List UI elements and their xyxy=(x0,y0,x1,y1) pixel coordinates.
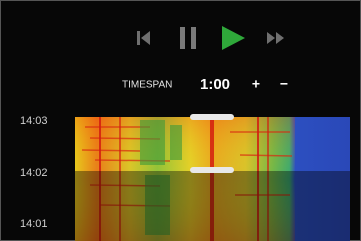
range-handle-top[interactable] xyxy=(190,114,234,120)
time-label: 14:01 xyxy=(20,218,48,230)
app-screen: TIMESPAN 1:00 + − xyxy=(0,0,361,241)
page: TIMESPAN 1:00 + − xyxy=(0,0,361,241)
history-overlay xyxy=(75,171,350,241)
timespan-value: 1:00 xyxy=(200,76,230,93)
time-label: 14:02 xyxy=(20,167,48,179)
minus-button[interactable]: − xyxy=(280,76,288,92)
time-label: 14:03 xyxy=(20,115,48,127)
spectrogram xyxy=(75,117,350,241)
plus-button[interactable]: + xyxy=(252,76,260,92)
timespan-label: TIMESPAN xyxy=(122,80,172,91)
range-handle-bottom[interactable] xyxy=(190,167,234,173)
